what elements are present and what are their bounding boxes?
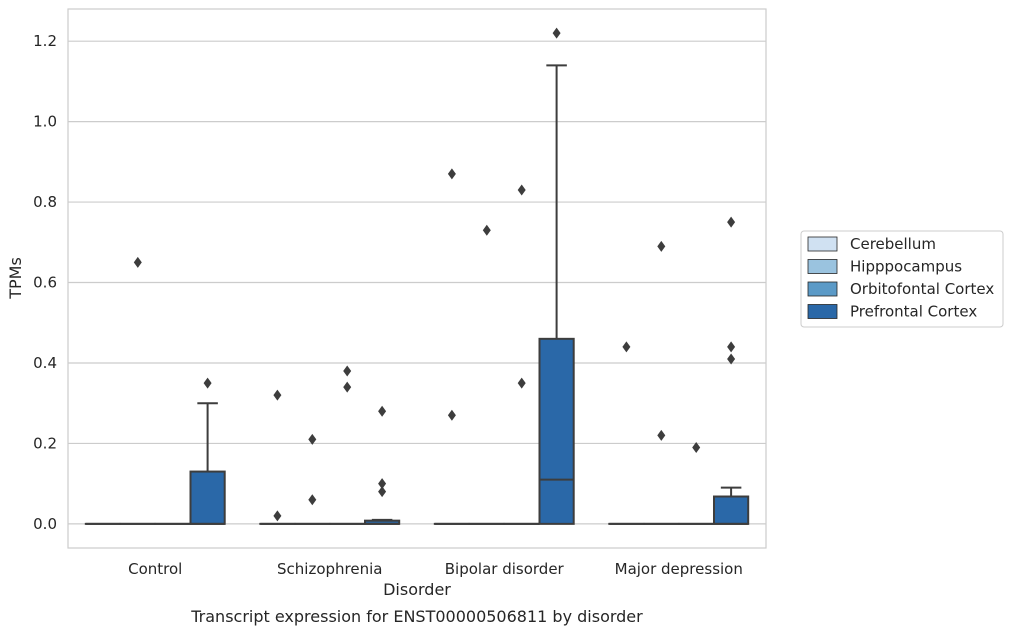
outlier-point xyxy=(447,409,456,421)
box-1-3 xyxy=(643,240,680,525)
legend-label: Hipppocampus xyxy=(850,258,962,276)
box-3-3 xyxy=(712,216,750,525)
outlier-point xyxy=(727,216,736,228)
outlier-point xyxy=(447,168,456,180)
outlier-point xyxy=(727,353,736,365)
box-body xyxy=(538,337,575,525)
box-0-3 xyxy=(608,341,645,525)
gridlines xyxy=(68,40,766,525)
y-axis-label: TPMs xyxy=(6,257,25,300)
legend-label: Orbitofontal Cortex xyxy=(850,280,994,298)
y-tick-label: 0.6 xyxy=(33,274,57,292)
y-tick-label: 1.2 xyxy=(33,32,57,50)
box-0-1 xyxy=(259,389,296,525)
y-tick-label: 0.8 xyxy=(33,193,57,211)
y-tick-label: 0.0 xyxy=(33,515,57,533)
outlier-point xyxy=(133,256,142,268)
legend-label: Cerebellum xyxy=(850,235,936,253)
legend-swatch xyxy=(807,281,838,297)
outlier-point xyxy=(308,433,317,445)
x-tick-label: Control xyxy=(128,560,182,578)
y-tick-labels: 0.0 0.2 0.4 0.6 0.8 1.0 1.2 xyxy=(33,32,57,533)
box-body xyxy=(712,495,750,525)
legend-frame xyxy=(800,230,1004,328)
y-tick-label: 0.4 xyxy=(33,354,57,372)
box-2-3 xyxy=(678,441,715,525)
box-3-0 xyxy=(189,377,226,525)
box-2-1 xyxy=(329,365,366,525)
plot-area-frame xyxy=(67,8,767,549)
outlier-point xyxy=(657,429,666,441)
box-3-1 xyxy=(363,405,401,525)
outlier-point xyxy=(517,184,526,196)
box-body xyxy=(189,470,226,525)
outlier-point xyxy=(378,405,387,417)
outlier-point xyxy=(203,377,212,389)
x-axis-label: Disorder xyxy=(383,580,451,599)
box-series xyxy=(84,27,750,525)
legend: Cerebellum Hipppocampus Orbitofontal Corte… xyxy=(800,230,1004,328)
y-tick-label: 1.0 xyxy=(33,113,57,131)
outlier-point xyxy=(482,224,491,236)
outlier-point xyxy=(552,27,561,39)
box-3-2 xyxy=(538,27,575,525)
outlier-point xyxy=(692,441,701,453)
x-tick-label: Schizophrenia xyxy=(277,560,382,578)
outlier-point xyxy=(273,389,282,401)
outlier-point xyxy=(727,341,736,353)
x-tick-label: Major depression xyxy=(615,560,743,578)
outlier-point xyxy=(378,478,387,490)
outlier-point xyxy=(308,494,317,506)
outlier-point xyxy=(343,365,352,377)
legend-swatch xyxy=(807,236,838,252)
legend-swatch xyxy=(807,259,838,274)
outlier-point xyxy=(273,510,282,522)
outlier-point xyxy=(343,381,352,393)
x-tick-labels: Control Schizophrenia Bipolar disorder Majo… xyxy=(128,560,743,578)
outlier-point xyxy=(378,486,387,498)
legend-label: Prefrontal Cortex xyxy=(850,303,977,321)
y-tick-label: 0.2 xyxy=(33,434,57,452)
legend-swatch xyxy=(807,304,838,319)
x-tick-label: Bipolar disorder xyxy=(445,560,565,578)
outlier-point xyxy=(622,341,631,353)
outlier-point xyxy=(657,240,666,252)
chart-caption: Transcript expression for ENST0000050681… xyxy=(190,607,643,626)
plot-area-background xyxy=(68,9,766,548)
outlier-point xyxy=(517,377,526,389)
